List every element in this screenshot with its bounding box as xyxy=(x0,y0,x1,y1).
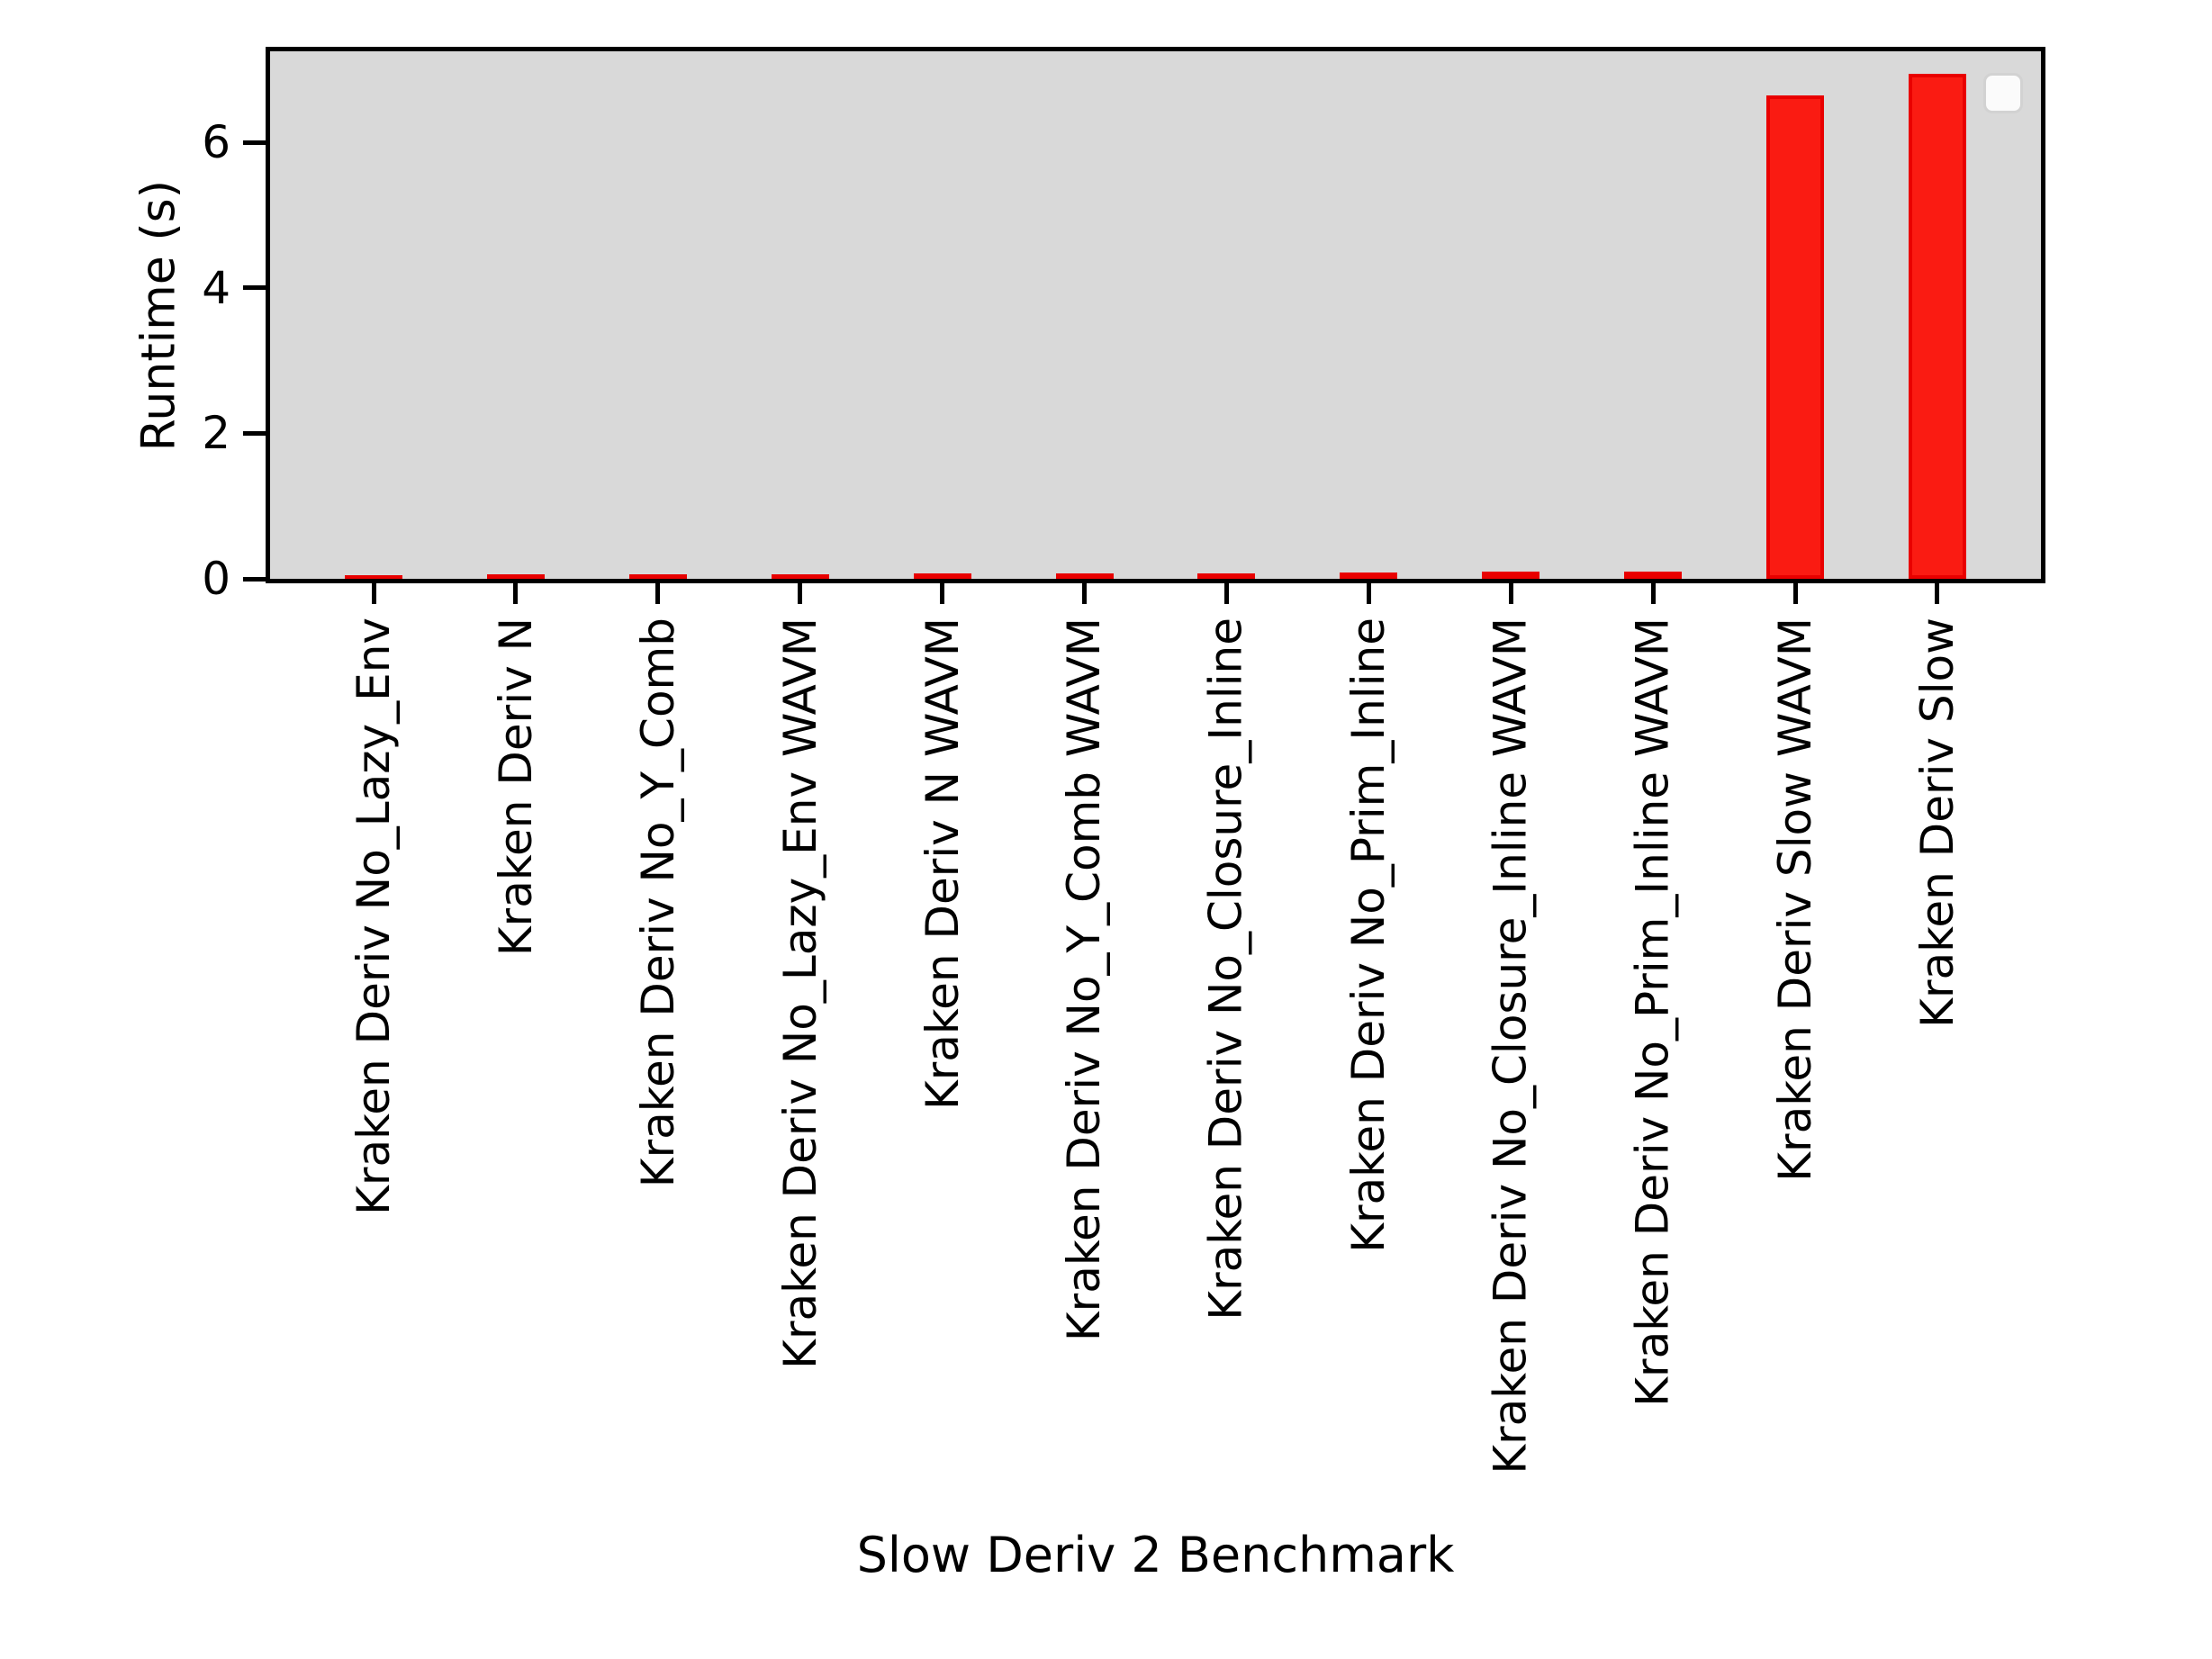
y-tick-mark xyxy=(243,140,266,145)
x-tick-mark xyxy=(1224,583,1229,604)
bar-10 xyxy=(1624,572,1682,579)
plot-area xyxy=(266,47,2045,583)
x-tick-label: Kraken Deriv No_Lazy_Env WAVM xyxy=(774,618,826,1369)
y-tick-label: 0 xyxy=(202,553,230,605)
x-axis-label: Slow Deriv 2 Benchmark xyxy=(856,1527,1455,1583)
y-tick-label: 4 xyxy=(202,262,230,314)
bar-5 xyxy=(914,573,971,579)
x-tick-mark xyxy=(1082,583,1087,604)
x-tick-mark xyxy=(1935,583,1939,604)
y-tick-mark xyxy=(243,577,266,582)
y-tick-mark xyxy=(243,285,266,290)
y-axis-label: Runtime (s) xyxy=(131,180,185,452)
x-tick-mark xyxy=(1651,583,1656,604)
x-tick-label: Kraken Deriv N xyxy=(490,618,542,957)
x-tick-label: Kraken Deriv No_Closure_Inline WAVM xyxy=(1485,618,1537,1474)
x-tick-mark xyxy=(1793,583,1798,604)
x-tick-label: Kraken Deriv Slow xyxy=(1911,618,1964,1028)
bar-4 xyxy=(772,574,829,579)
x-tick-mark xyxy=(513,583,518,604)
bar-6 xyxy=(1056,573,1114,579)
x-tick-mark xyxy=(372,583,376,604)
bar-8 xyxy=(1340,573,1397,579)
x-tick-mark xyxy=(655,583,660,604)
x-tick-mark xyxy=(798,583,802,604)
bar-12 xyxy=(1909,74,1966,579)
x-tick-mark xyxy=(940,583,944,604)
x-tick-label: Kraken Deriv N WAVM xyxy=(916,618,969,1111)
bar-11 xyxy=(1766,95,1824,579)
x-tick-label: Kraken Deriv No_Prim_Inline WAVM xyxy=(1627,618,1679,1407)
bar-7 xyxy=(1197,573,1255,579)
y-tick-label: 2 xyxy=(202,407,230,459)
legend-box xyxy=(1983,73,2023,113)
bar-2 xyxy=(487,574,545,579)
x-tick-label: Kraken Deriv Slow WAVM xyxy=(1769,618,1821,1182)
x-tick-mark xyxy=(1509,583,1513,604)
x-tick-label: Kraken Deriv No_Y_Comb xyxy=(632,618,684,1188)
y-tick-label: 6 xyxy=(202,116,230,168)
bar-3 xyxy=(629,574,687,579)
x-tick-label: Kraken Deriv No_Y_Comb WAVM xyxy=(1058,618,1110,1342)
x-tick-label: Kraken Deriv No_Lazy_Env xyxy=(348,618,400,1215)
x-tick-label: Kraken Deriv No_Prim_Inline xyxy=(1342,618,1395,1253)
bar-9 xyxy=(1482,572,1539,579)
y-tick-mark xyxy=(243,431,266,436)
bar-1 xyxy=(345,575,402,579)
x-tick-label: Kraken Deriv No_Closure_Inline xyxy=(1200,618,1252,1321)
x-tick-mark xyxy=(1367,583,1371,604)
